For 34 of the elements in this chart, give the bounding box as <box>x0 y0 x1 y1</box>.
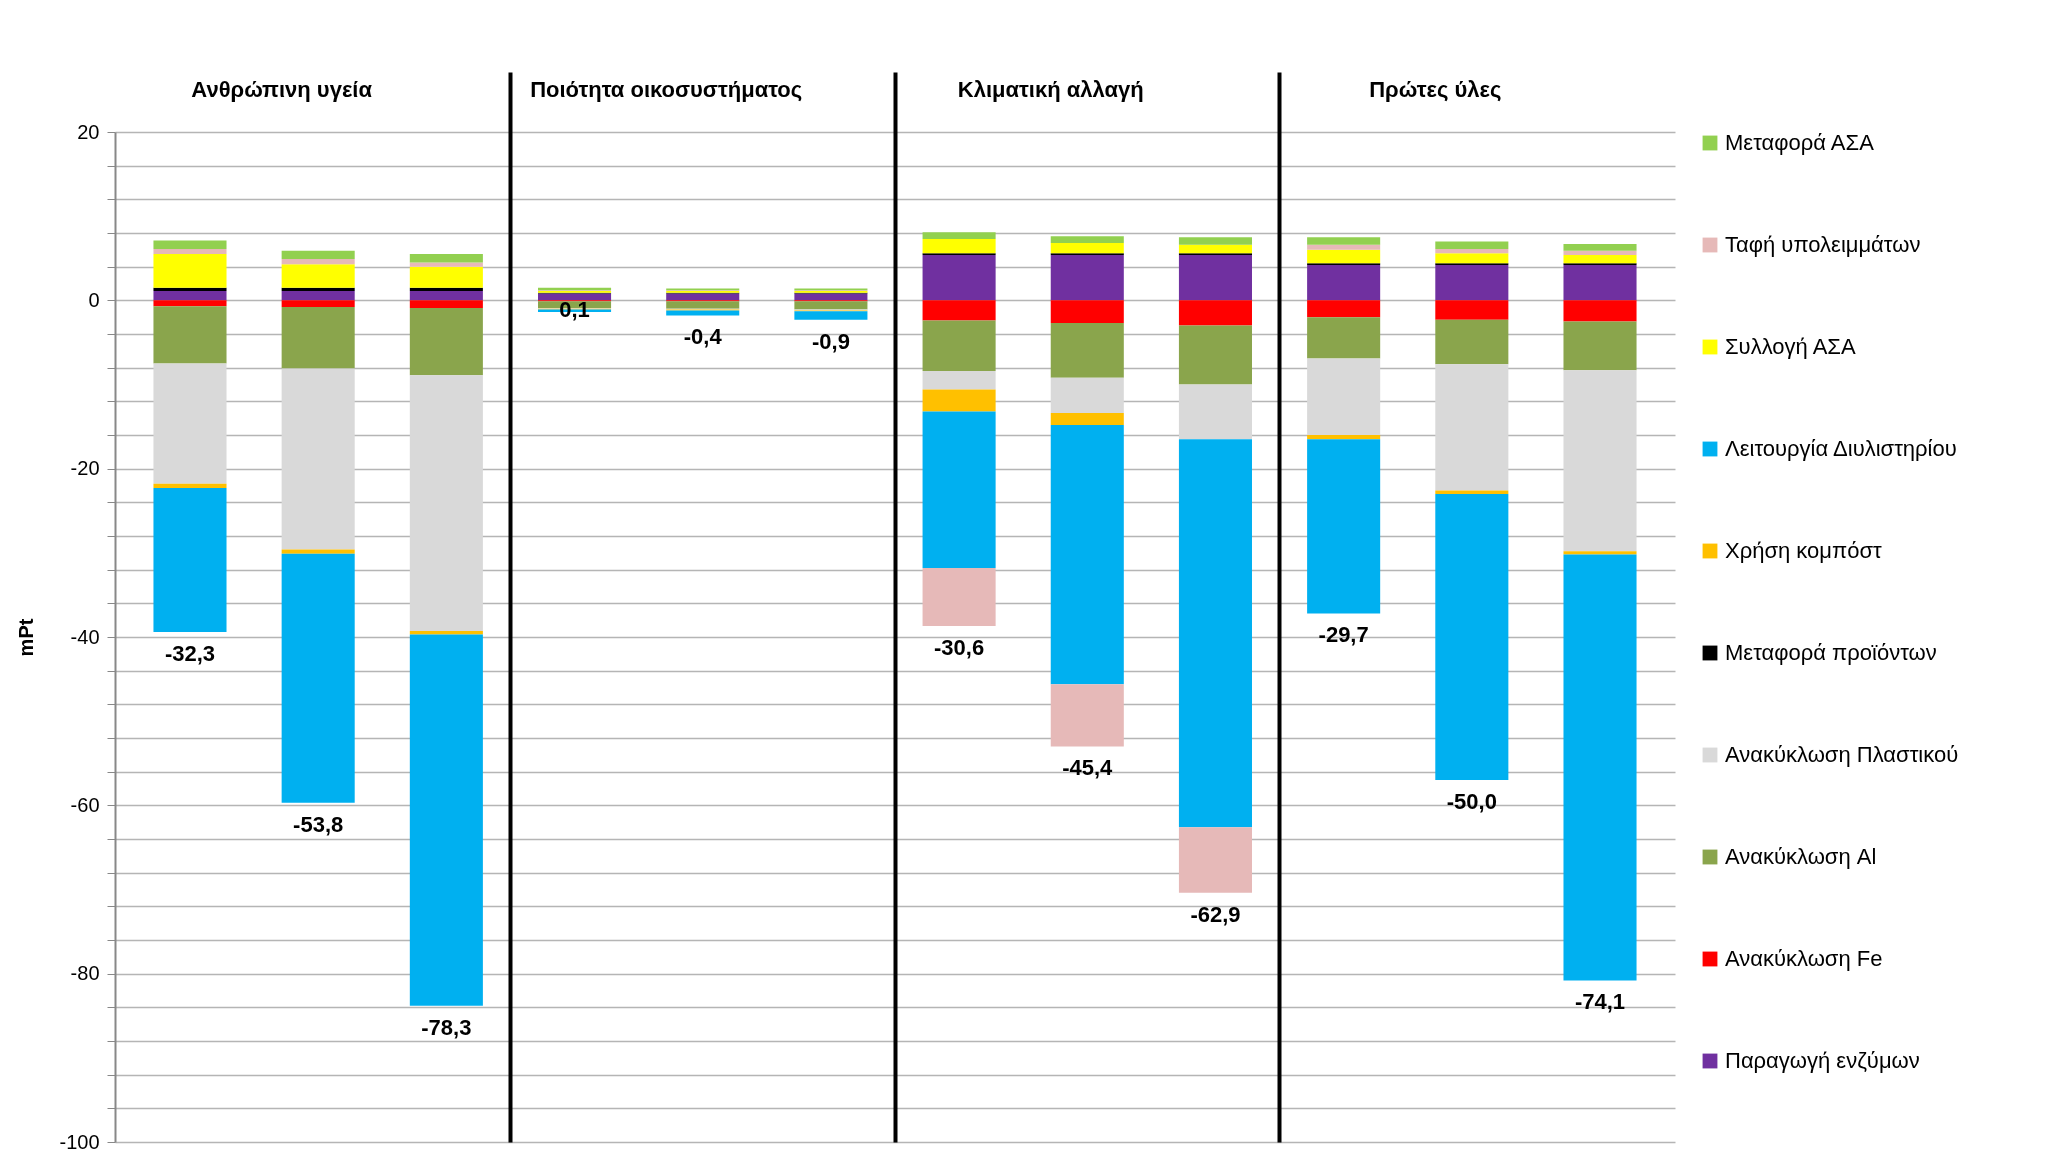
total-label: -74,1 <box>1574 989 1626 1015</box>
y-tick-label: -40 <box>70 625 100 648</box>
legend-label: Χρήση κομπόστ <box>1725 538 1882 563</box>
y-tick-label: 0 <box>88 288 100 311</box>
legend-label: Μεταφορά προϊόντων <box>1725 640 1937 665</box>
legend-label: Λειτουργία Διυλιστηρίου <box>1725 436 1957 461</box>
total-label: 0,1 <box>559 296 590 322</box>
total-label: -45,4 <box>1062 755 1114 781</box>
y-tick-label: 20 <box>77 120 100 143</box>
total-label: -32,3 <box>164 640 216 666</box>
text: Πρώτες ύλες <box>1369 77 1502 102</box>
text: Ανθρώπινη υγεία <box>191 77 373 102</box>
total-label: -29,7 <box>1318 622 1369 648</box>
legend-label: Ταφή υπολειμμάτων <box>1725 232 1921 257</box>
total-label: -53,8 <box>293 811 344 837</box>
text: Κλιματική αλλαγή <box>957 77 1144 102</box>
text: Ποιότητα οικοσυστήματος <box>530 77 803 102</box>
legend-label: Ανακύκλωση Al <box>1725 844 1877 869</box>
y-tick-label: -100 <box>59 1130 100 1153</box>
y-axis-title: mPt <box>15 618 38 657</box>
y-tick-label: -20 <box>70 457 100 480</box>
total-label: -50,0 <box>1446 789 1497 815</box>
legend-label: Ανακύκλωση Πλαστικού <box>1725 742 1959 767</box>
total-label: -0,4 <box>683 324 723 350</box>
total-label: -62,9 <box>1190 901 1241 927</box>
legend-label: Ανακύκλωση Fe <box>1725 946 1883 971</box>
total-label: -78,3 <box>421 1014 472 1040</box>
legend-label: Παραγωγή ενζύμων <box>1725 1048 1920 1073</box>
legend-label: Συλλογή ΑΣΑ <box>1725 334 1856 359</box>
legend-label: Μεταφορά ΑΣΑ <box>1725 130 1875 155</box>
y-tick-label: -60 <box>70 793 100 816</box>
total-label: -30,6 <box>934 635 985 661</box>
y-tick-label: -80 <box>70 962 100 985</box>
total-label: -0,9 <box>811 328 850 354</box>
